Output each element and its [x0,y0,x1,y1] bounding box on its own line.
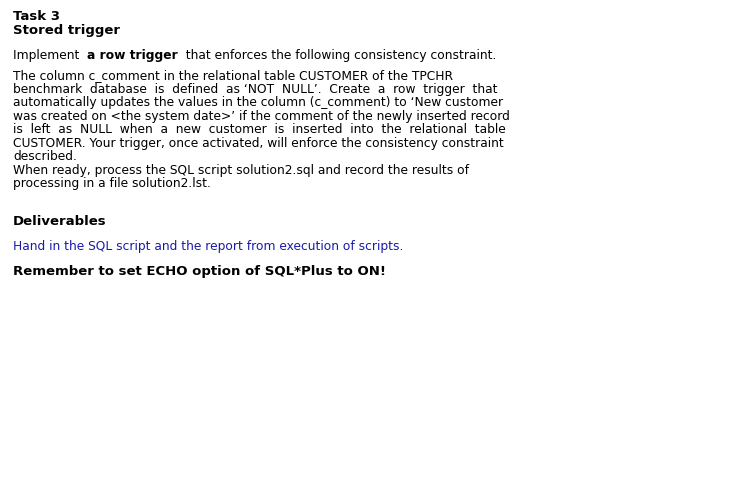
Text: processing in a file solution2.lst.: processing in a file solution2.lst. [13,177,211,190]
Text: described.: described. [13,150,77,164]
Text: Task 3: Task 3 [13,10,60,23]
Text: Remember to set ECHO option of SQL*Plus to ON!: Remember to set ECHO option of SQL*Plus … [13,265,386,278]
Text: automatically updates the values in the column (c_comment) to ‘New customer: automatically updates the values in the … [13,97,503,109]
Text: is  left  as  NULL  when  a  new  customer  is  inserted  into  the  relational : is left as NULL when a new customer is i… [13,123,506,137]
Text: Stored trigger: Stored trigger [13,24,120,37]
Text: Deliverables: Deliverables [13,215,106,228]
Text: a row trigger: a row trigger [87,49,178,62]
Text: The column c_comment in the relational table CUSTOMER of the TPCHR: The column c_comment in the relational t… [13,70,453,82]
Text: CUSTOMER. Your trigger, once activated, will enforce the consistency constraint: CUSTOMER. Your trigger, once activated, … [13,137,504,150]
Text: Hand in the SQL script and the report from execution of scripts.: Hand in the SQL script and the report fr… [13,241,403,253]
Text: When ready, process the SQL script solution2.sql and record the results of: When ready, process the SQL script solut… [13,164,469,177]
Text: that enforces the following consistency constraint.: that enforces the following consistency … [178,49,496,62]
Text: Implement: Implement [13,49,87,62]
Text: was created on <the system date>’ if the comment of the newly inserted record: was created on <the system date>’ if the… [13,110,510,123]
Text: benchmark  database  is  defined  as ‘NOT  NULL’.  Create  a  row  trigger  that: benchmark database is defined as ‘NOT NU… [13,83,498,96]
